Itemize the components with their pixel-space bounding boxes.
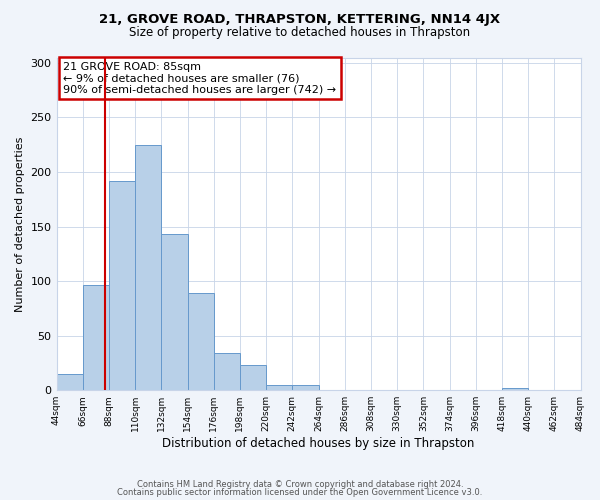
Bar bbox=[266, 385, 292, 390]
Bar bbox=[161, 234, 188, 390]
Text: Contains HM Land Registry data © Crown copyright and database right 2024.: Contains HM Land Registry data © Crown c… bbox=[137, 480, 463, 489]
Y-axis label: Number of detached properties: Number of detached properties bbox=[15, 136, 25, 312]
Text: 21, GROVE ROAD, THRAPSTON, KETTERING, NN14 4JX: 21, GROVE ROAD, THRAPSTON, KETTERING, NN… bbox=[100, 12, 500, 26]
Bar bbox=[83, 286, 109, 390]
Bar bbox=[292, 385, 319, 390]
Text: 21 GROVE ROAD: 85sqm
← 9% of detached houses are smaller (76)
90% of semi-detach: 21 GROVE ROAD: 85sqm ← 9% of detached ho… bbox=[64, 62, 337, 95]
Bar bbox=[109, 181, 135, 390]
Bar bbox=[502, 388, 528, 390]
Text: Size of property relative to detached houses in Thrapston: Size of property relative to detached ho… bbox=[130, 26, 470, 39]
Bar bbox=[135, 145, 161, 390]
Text: Contains public sector information licensed under the Open Government Licence v3: Contains public sector information licen… bbox=[118, 488, 482, 497]
Bar bbox=[188, 293, 214, 390]
Bar bbox=[214, 353, 240, 390]
Bar bbox=[240, 365, 266, 390]
Bar bbox=[56, 374, 83, 390]
X-axis label: Distribution of detached houses by size in Thrapston: Distribution of detached houses by size … bbox=[163, 437, 475, 450]
